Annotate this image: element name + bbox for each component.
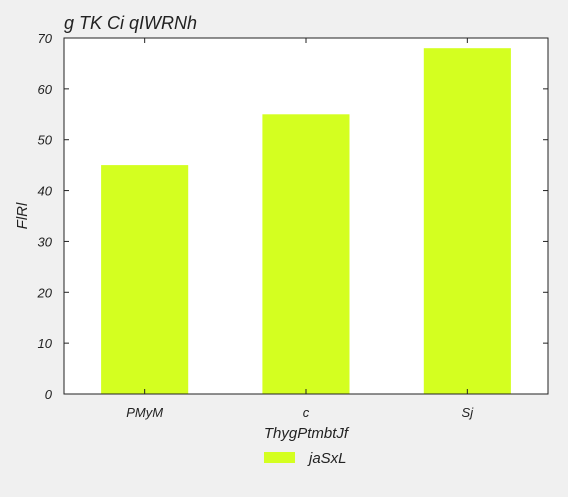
y-tick-label: 0 — [45, 387, 53, 402]
bar-c — [262, 114, 350, 395]
y-axis-label: FlRl — [14, 202, 31, 229]
y-tick-label: 20 — [37, 285, 53, 300]
x-tick-label: PMyM — [126, 405, 163, 420]
y-tick-label: 50 — [38, 133, 53, 148]
y-tick-label: 40 — [38, 184, 53, 199]
x-axis-label: ThygPtmbtJf — [264, 425, 350, 442]
legend: jaSxL — [264, 450, 347, 467]
legend-label: jaSxL — [307, 450, 347, 467]
y-tick-label: 30 — [38, 234, 53, 249]
y-tick-label: 10 — [38, 336, 53, 351]
y-tick-label: 60 — [38, 82, 53, 97]
bar-PMyM — [101, 165, 189, 394]
bar-Sj — [423, 48, 511, 394]
x-tick-label: Sj — [462, 405, 475, 420]
x-tick-label: c — [303, 405, 310, 420]
y-tick-label: 70 — [38, 31, 53, 46]
chart-title: g TK Ci qIWRNh — [64, 13, 197, 33]
legend-swatch — [264, 452, 295, 463]
